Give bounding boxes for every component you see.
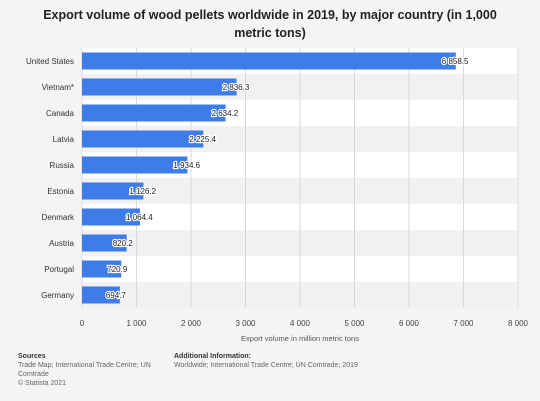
bar[interactable] (82, 182, 144, 200)
value-label: 720.9 (107, 265, 128, 274)
category-label: Denmark (42, 213, 75, 222)
x-tick-label: 7 000 (453, 319, 474, 328)
value-label: 2 225.4 (189, 135, 216, 144)
x-axis-title: Export volume in million metric tons (241, 334, 359, 343)
category-label: Russia (50, 161, 75, 170)
category-label: Latvia (53, 135, 75, 144)
bar[interactable] (82, 104, 226, 122)
sources-heading: Sources (18, 353, 46, 360)
x-tick-label: 2 000 (181, 319, 202, 328)
x-tick-label: 5 000 (344, 319, 365, 328)
x-tick-label: 4 000 (290, 319, 311, 328)
sources-text: Trade Map; International Trade Centre; U… (18, 362, 151, 378)
sources-block: Sources Trade Map; International Trade C… (18, 352, 168, 388)
value-label: 694.7 (106, 291, 127, 300)
value-label: 820.2 (113, 239, 134, 248)
x-tick-label: 0 (80, 319, 85, 328)
x-tick-label: 8 000 (508, 319, 529, 328)
value-label: 1 064.4 (126, 213, 153, 222)
value-label: 2 634.2 (212, 109, 239, 118)
additional-info-text: Worldwide; International Trade Centre; U… (174, 362, 358, 369)
value-label: 6 858.5 (442, 57, 469, 66)
chart-title: Export volume of wood pellets worldwide … (43, 8, 497, 40)
bar[interactable] (82, 260, 122, 278)
bar[interactable] (82, 156, 188, 174)
value-label: 2 836.3 (223, 83, 250, 92)
value-label: 1 934.6 (173, 161, 200, 170)
x-tick-label: 6 000 (399, 319, 420, 328)
category-label: United States (26, 57, 74, 66)
bar[interactable] (82, 78, 237, 96)
category-label: Vietnam* (42, 83, 74, 92)
bar[interactable] (82, 286, 120, 304)
bar[interactable] (82, 130, 204, 148)
category-label: Austria (49, 239, 74, 248)
category-label: Estonia (47, 187, 74, 196)
bar[interactable] (82, 234, 127, 252)
value-label: 1 126.2 (129, 187, 156, 196)
x-tick-label: 1 000 (126, 319, 147, 328)
copyright-text: © Statista 2021 (18, 380, 66, 387)
category-label: Germany (41, 291, 74, 300)
category-label: Canada (46, 109, 75, 118)
additional-info-heading: Additional Information: (174, 353, 251, 360)
bar[interactable] (82, 208, 141, 226)
x-tick-label: 3 000 (235, 319, 256, 328)
additional-info-block: Additional Information: Worldwide; Inter… (174, 352, 474, 370)
bar[interactable] (82, 52, 456, 70)
category-label: Portugal (44, 265, 74, 274)
